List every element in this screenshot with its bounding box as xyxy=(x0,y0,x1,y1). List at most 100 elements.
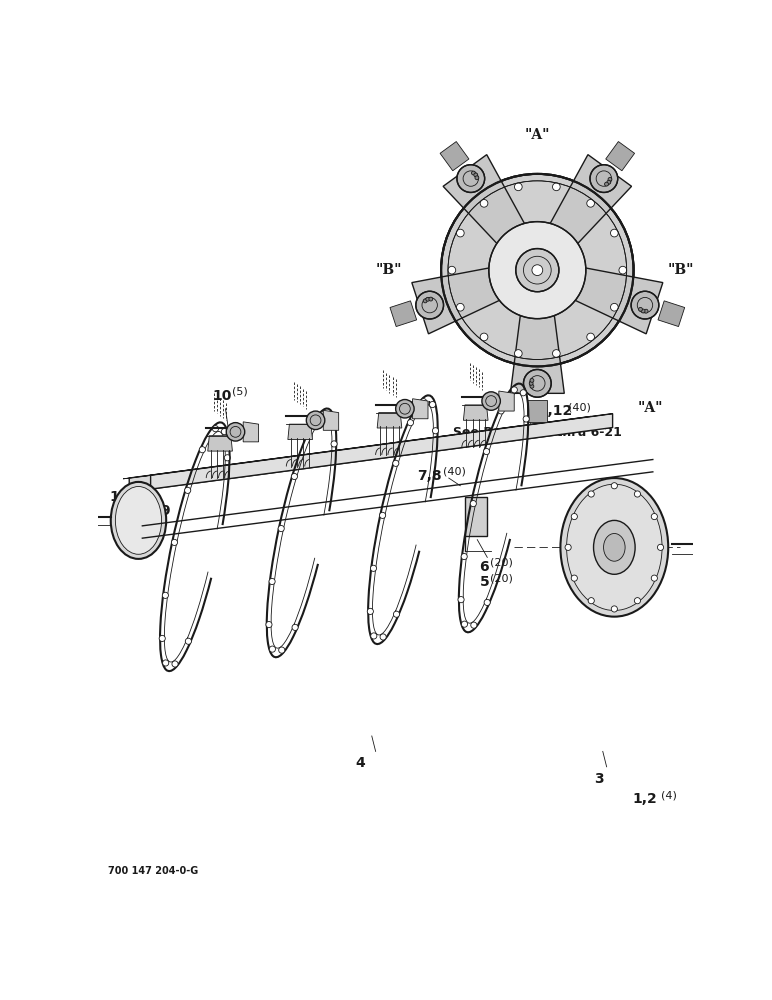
Circle shape xyxy=(371,633,377,639)
Ellipse shape xyxy=(604,533,625,561)
Circle shape xyxy=(514,183,522,191)
Circle shape xyxy=(523,369,551,397)
Circle shape xyxy=(587,199,594,207)
Polygon shape xyxy=(411,268,500,334)
Circle shape xyxy=(462,621,468,627)
Polygon shape xyxy=(443,155,525,244)
Circle shape xyxy=(587,333,594,341)
Polygon shape xyxy=(550,155,631,244)
Text: 7,8: 7,8 xyxy=(417,469,442,483)
Circle shape xyxy=(470,501,476,507)
Polygon shape xyxy=(412,399,428,419)
Circle shape xyxy=(461,553,467,560)
Circle shape xyxy=(520,390,527,396)
Circle shape xyxy=(371,565,377,571)
Circle shape xyxy=(171,539,178,545)
Circle shape xyxy=(530,381,533,385)
Circle shape xyxy=(80,497,88,505)
Text: "B": "B" xyxy=(375,263,402,277)
Polygon shape xyxy=(144,414,613,476)
Circle shape xyxy=(396,400,414,418)
Polygon shape xyxy=(463,405,488,420)
Polygon shape xyxy=(208,436,232,451)
Circle shape xyxy=(608,177,612,181)
Circle shape xyxy=(483,448,489,455)
Text: 1,2: 1,2 xyxy=(632,792,657,806)
Circle shape xyxy=(607,180,611,184)
Circle shape xyxy=(172,661,178,667)
Circle shape xyxy=(226,423,245,441)
Polygon shape xyxy=(390,301,417,327)
Text: 3: 3 xyxy=(594,772,604,786)
Circle shape xyxy=(429,297,433,301)
Circle shape xyxy=(319,412,325,418)
Circle shape xyxy=(480,333,488,341)
Circle shape xyxy=(638,307,642,311)
Circle shape xyxy=(619,266,627,274)
Circle shape xyxy=(588,491,594,497)
Text: 10: 10 xyxy=(212,389,232,403)
Circle shape xyxy=(269,646,276,652)
Text: 700 147 204-0-G: 700 147 204-0-G xyxy=(107,866,198,876)
Circle shape xyxy=(441,174,634,366)
Circle shape xyxy=(474,173,478,177)
Circle shape xyxy=(553,350,560,357)
Circle shape xyxy=(565,544,571,550)
Text: 6: 6 xyxy=(479,560,489,574)
Circle shape xyxy=(159,635,165,642)
Circle shape xyxy=(291,473,297,480)
Polygon shape xyxy=(510,315,564,393)
Circle shape xyxy=(448,266,455,274)
Text: (40): (40) xyxy=(568,402,591,412)
Circle shape xyxy=(212,426,218,432)
Circle shape xyxy=(380,634,386,640)
Text: (5): (5) xyxy=(232,387,248,397)
Polygon shape xyxy=(129,416,591,492)
Circle shape xyxy=(644,309,648,313)
Circle shape xyxy=(489,222,586,319)
Circle shape xyxy=(530,384,534,388)
Polygon shape xyxy=(527,400,547,422)
Circle shape xyxy=(408,420,414,426)
Circle shape xyxy=(429,401,435,408)
Text: 11,12: 11,12 xyxy=(528,404,572,418)
Circle shape xyxy=(516,249,559,292)
Polygon shape xyxy=(606,142,635,171)
Circle shape xyxy=(292,624,298,630)
Circle shape xyxy=(222,429,228,435)
Circle shape xyxy=(484,599,490,606)
Text: 4: 4 xyxy=(355,756,365,770)
Circle shape xyxy=(421,399,427,405)
Ellipse shape xyxy=(567,484,662,610)
Circle shape xyxy=(225,455,231,461)
Polygon shape xyxy=(288,424,313,440)
Text: "A": "A" xyxy=(525,128,550,142)
Polygon shape xyxy=(440,142,469,171)
Circle shape xyxy=(199,447,205,453)
Circle shape xyxy=(279,647,285,653)
Circle shape xyxy=(394,611,400,617)
Text: See Pages 6-8 thru 6-21: See Pages 6-8 thru 6-21 xyxy=(453,426,621,439)
Circle shape xyxy=(571,513,577,520)
Text: (20): (20) xyxy=(490,573,513,583)
Circle shape xyxy=(532,265,543,276)
Circle shape xyxy=(393,460,399,466)
Text: 5: 5 xyxy=(479,575,489,589)
Circle shape xyxy=(611,303,618,311)
Ellipse shape xyxy=(115,487,161,554)
Circle shape xyxy=(588,598,594,604)
Ellipse shape xyxy=(560,478,669,617)
Circle shape xyxy=(456,303,464,311)
Circle shape xyxy=(458,597,464,603)
Polygon shape xyxy=(323,410,339,430)
Polygon shape xyxy=(151,414,613,489)
Circle shape xyxy=(328,415,334,421)
Circle shape xyxy=(611,483,618,489)
Circle shape xyxy=(80,536,88,544)
Polygon shape xyxy=(78,493,90,547)
Circle shape xyxy=(380,512,386,518)
Circle shape xyxy=(713,523,720,531)
Text: 9: 9 xyxy=(160,504,170,518)
Circle shape xyxy=(604,182,608,186)
Circle shape xyxy=(367,608,374,614)
